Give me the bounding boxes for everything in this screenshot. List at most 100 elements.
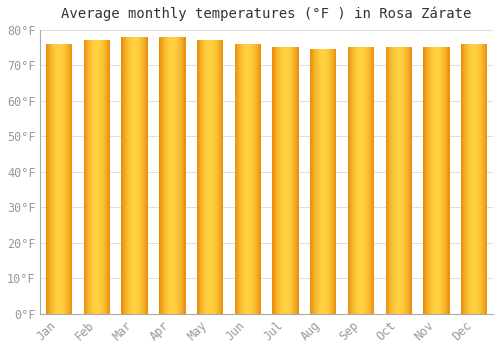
Bar [410, 47, 412, 314]
Bar [179, 37, 180, 314]
Bar [398, 47, 400, 314]
Bar [297, 47, 298, 314]
Bar [331, 49, 332, 314]
Bar [254, 44, 255, 314]
Bar [104, 40, 105, 314]
Bar [201, 40, 202, 314]
Bar [468, 44, 469, 314]
Bar [279, 47, 280, 314]
Bar [255, 44, 256, 314]
Bar [202, 40, 203, 314]
Bar [361, 47, 362, 314]
Bar [52, 44, 53, 314]
Bar [485, 44, 486, 314]
Bar [244, 44, 245, 314]
Bar [433, 47, 434, 314]
Bar [394, 47, 395, 314]
Bar [220, 40, 222, 314]
Bar [298, 47, 299, 314]
Bar [322, 49, 324, 314]
Bar [353, 47, 354, 314]
Bar [289, 47, 290, 314]
Bar [160, 37, 161, 314]
Bar [437, 47, 438, 314]
Bar [426, 47, 427, 314]
Bar [439, 47, 440, 314]
Bar [365, 47, 366, 314]
Bar [142, 37, 143, 314]
Bar [175, 37, 176, 314]
Bar [53, 44, 54, 314]
Bar [432, 47, 433, 314]
Bar [257, 44, 258, 314]
Bar [475, 44, 476, 314]
Bar [396, 47, 397, 314]
Bar [146, 37, 147, 314]
Bar [324, 49, 326, 314]
Bar [102, 40, 103, 314]
Bar [333, 49, 334, 314]
Bar [429, 47, 430, 314]
Bar [330, 49, 331, 314]
Bar [473, 44, 474, 314]
Bar [358, 47, 359, 314]
Bar [320, 49, 322, 314]
Bar [406, 47, 408, 314]
Bar [247, 44, 248, 314]
Bar [368, 47, 369, 314]
Bar [159, 37, 160, 314]
Bar [185, 37, 186, 314]
Bar [310, 49, 312, 314]
Bar [328, 49, 329, 314]
Bar [132, 37, 134, 314]
Bar [70, 44, 71, 314]
Bar [183, 37, 184, 314]
Bar [391, 47, 392, 314]
Bar [275, 47, 276, 314]
Bar [326, 49, 327, 314]
Bar [245, 44, 246, 314]
Bar [94, 40, 95, 314]
Bar [274, 47, 275, 314]
Bar [205, 40, 206, 314]
Bar [176, 37, 177, 314]
Bar [400, 47, 402, 314]
Bar [484, 44, 485, 314]
Bar [141, 37, 142, 314]
Bar [130, 37, 132, 314]
Title: Average monthly temperatures (°F ) in Rosa Zárate: Average monthly temperatures (°F ) in Ro… [62, 7, 472, 21]
Bar [312, 49, 314, 314]
Bar [351, 47, 352, 314]
Bar [164, 37, 165, 314]
Bar [59, 44, 60, 314]
Bar [435, 47, 436, 314]
Bar [479, 44, 480, 314]
Bar [332, 49, 333, 314]
Bar [50, 44, 51, 314]
Bar [388, 47, 389, 314]
Bar [95, 40, 96, 314]
Bar [294, 47, 295, 314]
Bar [348, 47, 349, 314]
Bar [464, 44, 465, 314]
Bar [64, 44, 65, 314]
Bar [466, 44, 467, 314]
Bar [362, 47, 363, 314]
Bar [273, 47, 274, 314]
Bar [97, 40, 98, 314]
Bar [66, 44, 67, 314]
Bar [443, 47, 444, 314]
Bar [278, 47, 279, 314]
Bar [290, 47, 291, 314]
Bar [436, 47, 437, 314]
Bar [352, 47, 353, 314]
Bar [461, 44, 462, 314]
Bar [98, 40, 99, 314]
Bar [476, 44, 477, 314]
Bar [465, 44, 466, 314]
Bar [367, 47, 368, 314]
Bar [327, 49, 328, 314]
Bar [363, 47, 364, 314]
Bar [445, 47, 446, 314]
Bar [370, 47, 371, 314]
